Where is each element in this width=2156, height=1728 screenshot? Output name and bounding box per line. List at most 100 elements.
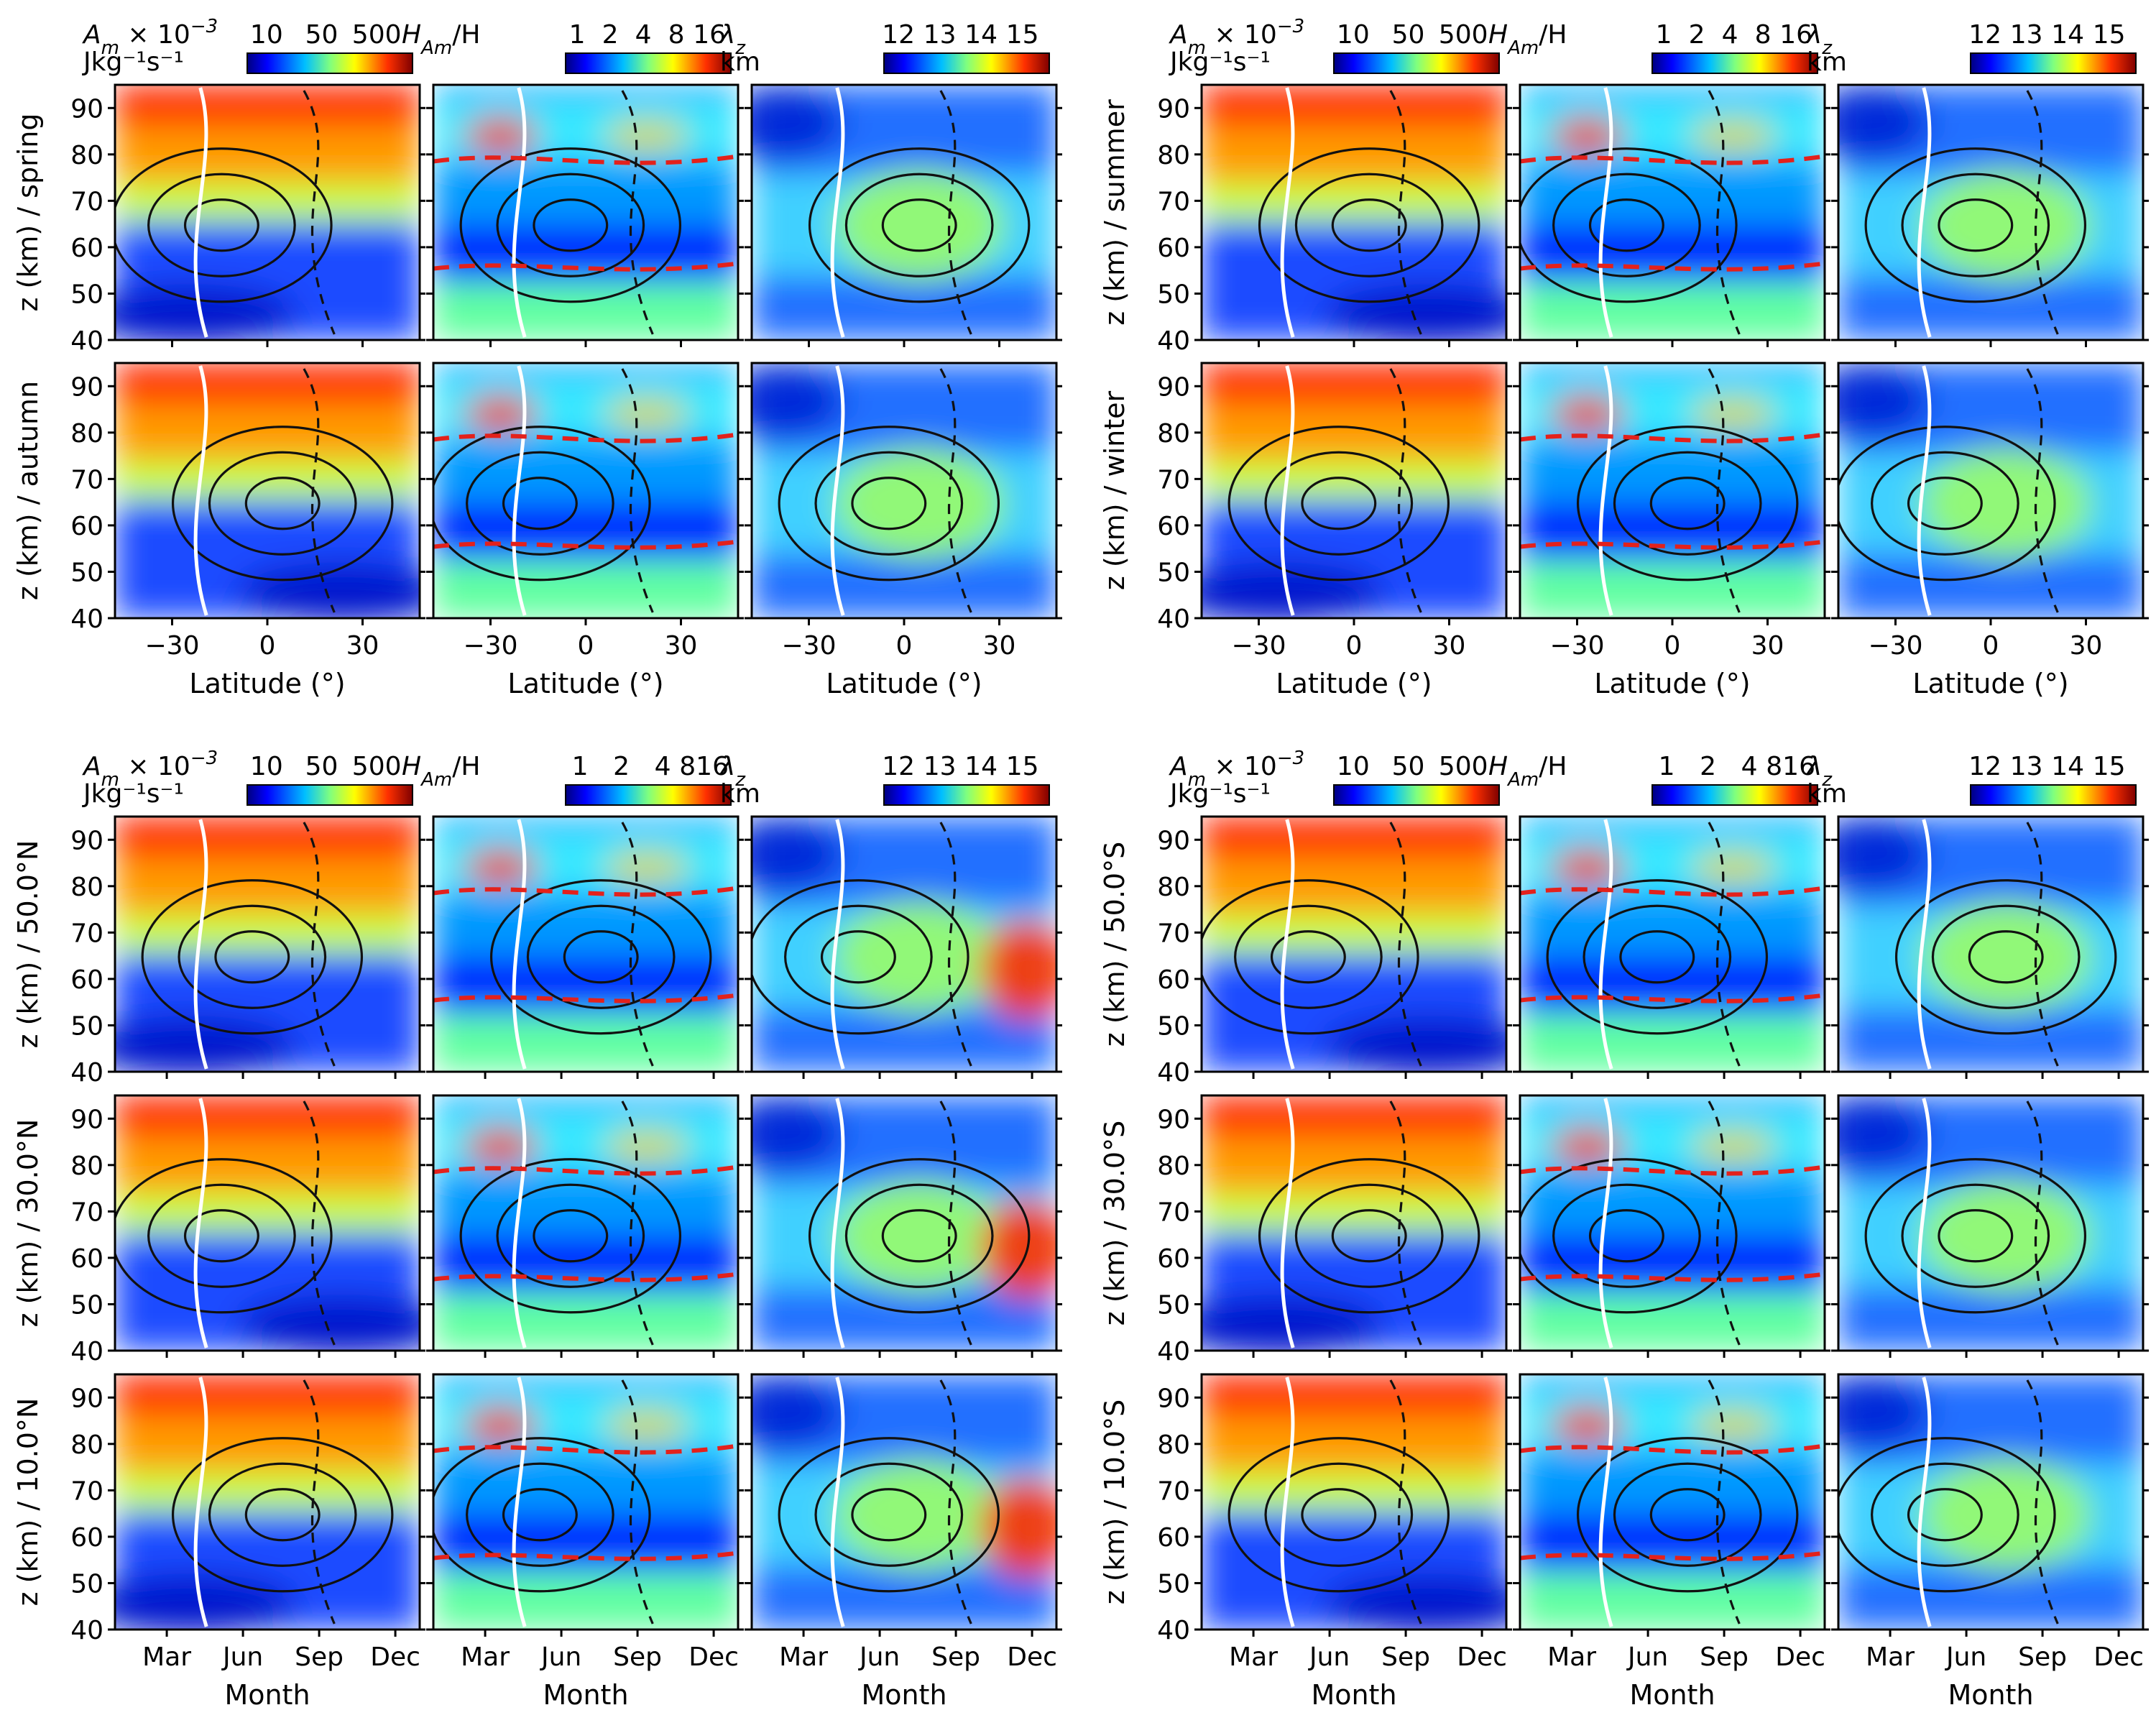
colorbar-tick-label: 2 xyxy=(1689,20,1705,50)
field-layer xyxy=(752,1095,1056,1351)
contour-line-negative xyxy=(1708,1100,1741,1346)
colorbar-tick-label: 12 xyxy=(882,752,915,781)
contour-red-dashed xyxy=(433,1272,738,1282)
y-tick-label: 80 xyxy=(70,419,103,449)
contour-line-negative xyxy=(621,1379,654,1624)
contour-line xyxy=(881,198,957,252)
heatmap-panel xyxy=(1831,1094,2149,1358)
x-tick-label: −30 xyxy=(1869,631,1923,661)
field-base xyxy=(1202,913,1506,952)
colorbar-tick-label: 10 xyxy=(250,20,283,50)
colorbar-tick-label: 16 xyxy=(1779,20,1812,50)
heatmap-panel xyxy=(745,83,1062,347)
field-blob xyxy=(752,817,844,893)
panel-field xyxy=(1838,1095,2143,1351)
contour-line xyxy=(1613,451,1762,556)
y-tick-label: 90 xyxy=(1157,1384,1190,1413)
colorbar-tick-label: 14 xyxy=(2051,20,2084,50)
field-base xyxy=(433,1015,738,1072)
contour-red-dashed xyxy=(1520,1550,1825,1561)
contour-line xyxy=(115,1158,333,1314)
column-title: λz xyxy=(1805,20,1833,59)
y-tick-label: 50 xyxy=(70,280,103,309)
contour-line-negative xyxy=(2026,1379,2059,1624)
field-layer xyxy=(433,363,738,618)
contour-line xyxy=(1546,879,1769,1035)
x-tick-label: Jun xyxy=(1626,1642,1668,1672)
contour-zero xyxy=(1280,87,1295,338)
colorbar-tick-label: 8 xyxy=(668,20,685,50)
y-tick-label: 40 xyxy=(70,1337,103,1366)
heatmap-panel: Mar Jun Sep Dec Month xyxy=(1513,1373,1830,1711)
colorbar xyxy=(1651,52,1818,74)
column-title: Am × 10−3 xyxy=(1169,16,1304,59)
column-unit: Jkg⁻¹s⁻¹ xyxy=(82,779,184,809)
field-base xyxy=(1520,561,1825,618)
field-blob xyxy=(604,852,690,883)
field-blob xyxy=(1550,118,1624,154)
contour-line xyxy=(778,1437,1000,1593)
y-tick-label: 90 xyxy=(70,1105,103,1134)
x-axis-label: Month xyxy=(543,1679,628,1711)
colorbar-tick-label: 816 xyxy=(679,752,729,781)
contour-line xyxy=(1907,477,1983,530)
field-blob xyxy=(752,363,844,440)
contour-zero xyxy=(830,819,845,1070)
contour-red-dashed xyxy=(1520,886,1825,897)
contour-red-dashed xyxy=(1520,261,1825,272)
contour-line xyxy=(1894,879,2117,1035)
contour-line xyxy=(171,1437,394,1593)
plot-frame xyxy=(750,1373,1058,1631)
contour-zero xyxy=(1598,87,1613,338)
panel-field xyxy=(1520,1374,1825,1630)
field-layer xyxy=(1202,1374,1506,1630)
y-tick-label: 90 xyxy=(70,372,103,402)
contour-line xyxy=(1838,426,2056,582)
contour-line xyxy=(1520,1158,1738,1314)
panel-field xyxy=(433,85,738,340)
contour-line xyxy=(208,1462,357,1567)
colorbar-tick-label: 2 xyxy=(613,752,630,781)
y-tick-label: 80 xyxy=(70,1152,103,1181)
field-layer xyxy=(1520,85,1825,340)
field-layer xyxy=(1520,1374,1825,1630)
contour-line xyxy=(1270,930,1346,984)
contour-line xyxy=(496,1183,645,1288)
panel-field xyxy=(1838,363,2143,618)
y-tick-label: 40 xyxy=(70,1616,103,1645)
colorbar-tick-label: 500 xyxy=(352,20,402,50)
field-blob xyxy=(115,1015,298,1072)
contour-zero xyxy=(193,365,208,616)
field-base xyxy=(433,225,738,277)
contour-line xyxy=(1258,147,1480,303)
field-layer xyxy=(1520,363,1825,618)
contour-line xyxy=(1264,1462,1414,1567)
field-blob xyxy=(752,1374,844,1451)
field-layer xyxy=(752,1374,1056,1630)
contour-line xyxy=(1649,477,1726,530)
contour-line xyxy=(496,173,645,277)
colorbar-tick-label: 15 xyxy=(2093,20,2126,50)
contour-red-dashed xyxy=(1520,993,1825,1003)
heatmap-panel xyxy=(426,83,744,347)
x-axis-label: Latitude (°) xyxy=(507,668,663,699)
column-title: Am × 10−3 xyxy=(1169,748,1304,791)
y-tick-label: 60 xyxy=(70,1523,103,1553)
x-tick-label: Mar xyxy=(1229,1642,1278,1672)
colorbar-tick-label: 1 xyxy=(572,752,589,781)
contour-line xyxy=(433,426,651,582)
y-tick-label: 70 xyxy=(1157,465,1190,495)
y-tick-label: 60 xyxy=(1157,512,1190,541)
y-tick-label: 70 xyxy=(70,1476,103,1506)
heatmap-panel: Mar Jun Sep Dec Month xyxy=(1831,1373,2149,1711)
field-base xyxy=(1520,503,1825,555)
field-layer xyxy=(1520,817,1825,1072)
contour-line xyxy=(1331,1209,1407,1263)
x-axis-label: Month xyxy=(1948,1679,2033,1711)
field-base xyxy=(1202,1095,1506,1136)
field-blob xyxy=(604,398,690,430)
contour-red-dashed xyxy=(1520,539,1825,550)
contour-red-dashed xyxy=(1520,1164,1825,1176)
